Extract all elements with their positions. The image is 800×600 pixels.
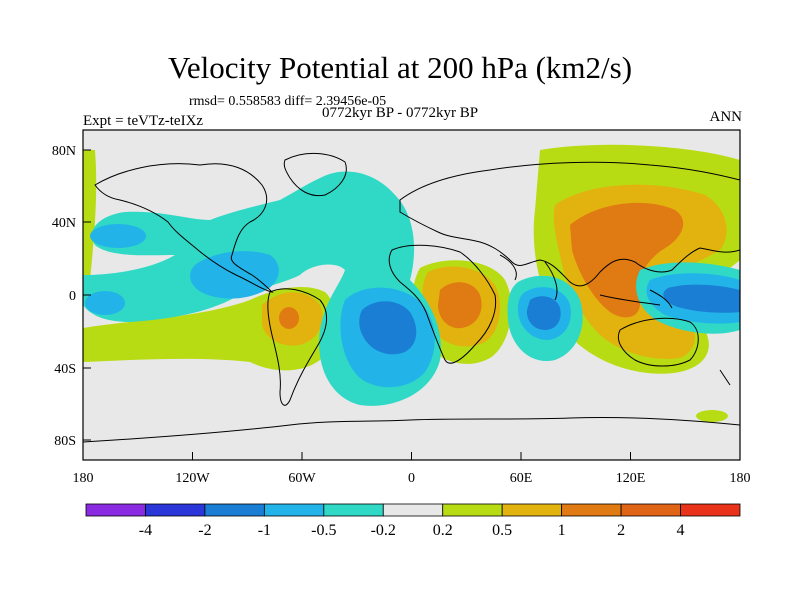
contour-1-africa [438, 282, 482, 329]
contour-fields [83, 144, 740, 422]
colorbar-label: -1 [258, 522, 271, 539]
colorbar-label: 2 [617, 522, 625, 539]
y-label-80s: 80S [54, 434, 76, 449]
contour-neg2-wpacific [663, 284, 740, 313]
colorbar-box [382, 503, 444, 517]
x-label-120e: 120E [616, 471, 646, 486]
colorbar-box [442, 503, 503, 517]
contour-1-asia [570, 202, 684, 318]
colorbar-label: 0.5 [492, 522, 512, 539]
colorbar-box [204, 503, 265, 517]
contour-neg1-pacific-south [85, 291, 125, 315]
y-label-0: 0 [69, 289, 76, 304]
x-label-60e: 60E [510, 471, 533, 486]
x-label-60w: 60W [288, 471, 316, 486]
x-label-180w: 180 [73, 471, 94, 486]
contour-1-samerica [279, 307, 299, 329]
y-label-40n: 40N [52, 216, 76, 231]
x-label-0: 0 [408, 471, 415, 486]
plot-title: Velocity Potential at 200 hPa (km2/s) [167, 50, 633, 85]
y-ticks [83, 149, 91, 441]
y-label-80n: 80N [52, 144, 76, 159]
season-label: ANN [709, 109, 743, 125]
colorbar-box [620, 503, 681, 517]
colorbar-box [145, 503, 206, 517]
stats-line: rmsd= 0.558583 diff= 2.39456e-05 [189, 94, 387, 109]
y-label-40s: 40S [54, 362, 76, 377]
x-label-120w: 120W [175, 471, 210, 486]
contour-neg2-indian [526, 296, 561, 330]
contour-neg1-pacific-north [90, 224, 146, 248]
colorbar-box [263, 503, 325, 517]
contour-positive-small [696, 410, 728, 422]
contour-neg1-americas [190, 251, 279, 299]
colorbar-labels: -4 -2 -1 -0.5 -0.2 0.2 0.5 1 2 4 [139, 522, 685, 539]
colorbar-box [680, 503, 741, 517]
colorbar [85, 503, 741, 517]
colorbar-box [501, 503, 563, 517]
colorbar-label: 0.2 [433, 522, 453, 539]
colorbar-label: 1 [558, 522, 566, 539]
colorbar-box [561, 503, 622, 517]
contour-positive-leftedge [83, 150, 97, 285]
experiment-label: Expt = teVTz-teIXz [83, 113, 204, 129]
x-ticks [82, 452, 741, 460]
colorbar-label: -2 [198, 522, 211, 539]
coastlines [83, 152, 740, 443]
contour-neg2-atlantic [359, 301, 417, 355]
x-label-180e: 180 [730, 471, 751, 486]
colorbar-label: 4 [677, 522, 685, 539]
colorbar-label: -4 [139, 522, 152, 539]
colorbar-box [323, 503, 384, 517]
colorbar-label: -0.5 [311, 522, 336, 539]
colorbar-box [85, 503, 146, 517]
colorbar-label: -0.2 [371, 522, 396, 539]
period-label: 0772kyr BP - 0772kyr BP [322, 105, 479, 121]
